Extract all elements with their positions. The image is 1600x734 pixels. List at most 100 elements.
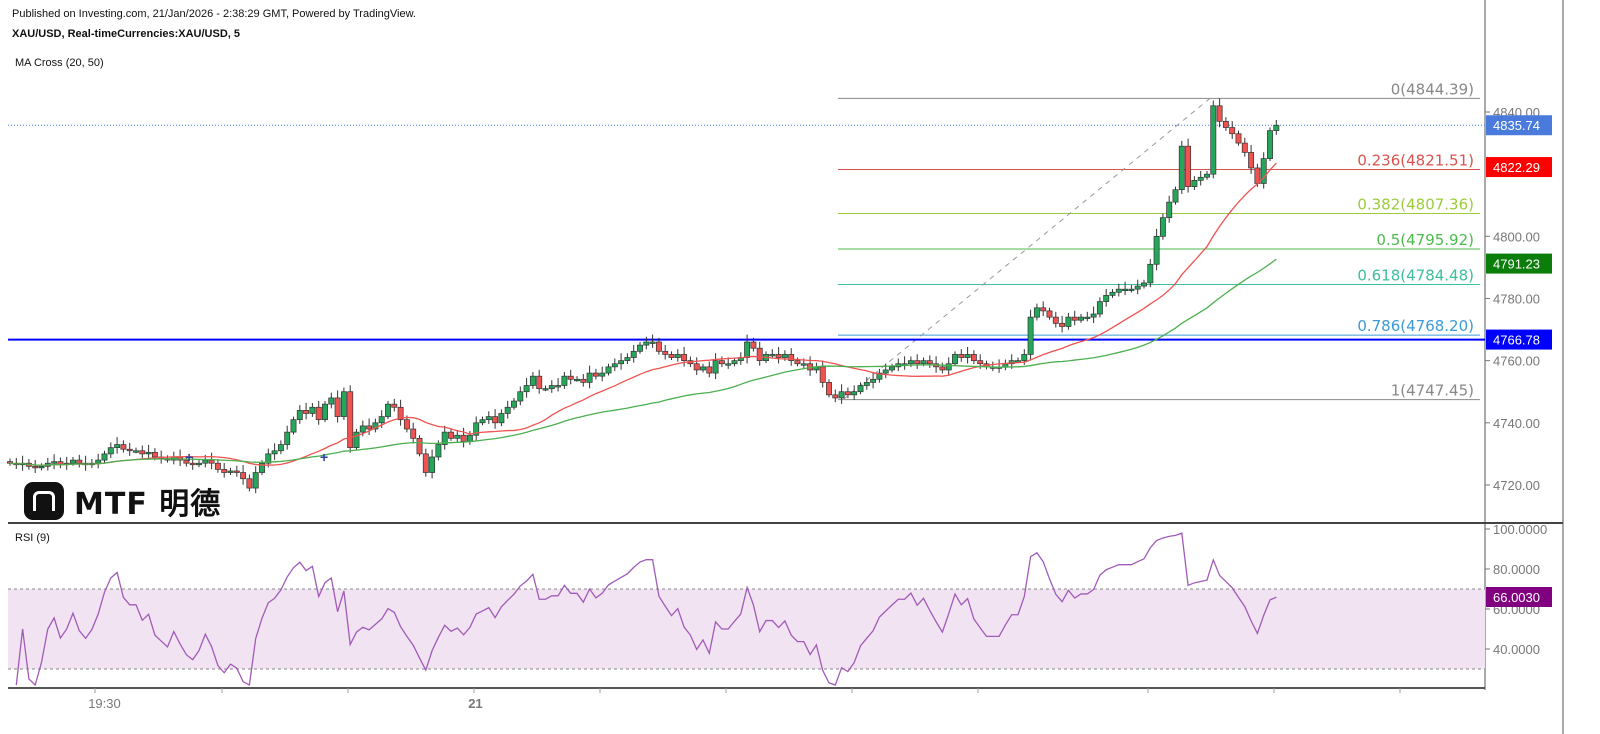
candle-body: [536, 375, 543, 389]
candle-body: [882, 369, 889, 374]
fib-level-label: 1(4747.45): [1391, 382, 1474, 400]
candle-body: [876, 372, 883, 380]
candle-body: [1229, 127, 1236, 135]
fib-level-label: 0.236(4821.51): [1357, 151, 1474, 169]
candle-body: [1197, 176, 1204, 181]
candle-body: [1147, 263, 1154, 284]
candle-body: [1204, 173, 1210, 178]
candle-body: [914, 360, 921, 365]
candle-body: [662, 350, 669, 355]
candle-body: [750, 341, 757, 349]
candle-body: [756, 347, 763, 361]
candle-body: [712, 360, 719, 374]
candle-body: [259, 462, 265, 473]
candle-body: [410, 428, 417, 439]
ma-cross-marker: +: [185, 449, 193, 465]
candle-body: [561, 375, 568, 386]
candle-body: [1103, 295, 1110, 302]
candle-body: [611, 363, 618, 368]
candle-body: [744, 341, 751, 358]
candle-body: [718, 360, 725, 365]
candle-body: [838, 391, 845, 399]
candle-body: [126, 448, 133, 452]
fib-level-label: 0.382(4807.36): [1357, 195, 1474, 213]
candle-body: [637, 344, 643, 352]
candle-body: [567, 375, 574, 380]
candle-body: [1141, 282, 1147, 287]
candle-body: [800, 363, 807, 366]
candle-body: [233, 470, 240, 473]
rsi-value-tag-bg: [1486, 586, 1552, 607]
rsi-tick-label: 40.0000: [1493, 642, 1540, 657]
candle-body: [1235, 133, 1242, 144]
candle-body: [340, 391, 347, 417]
candle-body: [353, 431, 360, 449]
candle-body: [592, 372, 599, 377]
candle-body: [1153, 235, 1160, 265]
candle-body: [926, 360, 933, 365]
symbol-title: XAU/USD, Real-timeCurrencies:XAU/USD, 5: [12, 28, 241, 40]
last-price-tag-bg: [1486, 115, 1552, 136]
candle-body: [586, 372, 593, 383]
rsi-tick-label: 100.0000: [1493, 522, 1547, 537]
candle-body: [630, 350, 637, 358]
candle-body: [202, 459, 209, 464]
candle-body: [1260, 158, 1267, 184]
candle-body: [788, 354, 795, 361]
candle-body: [769, 354, 776, 357]
candle-body: [555, 385, 562, 388]
candle-body: [1128, 288, 1135, 292]
candle-body: [844, 391, 851, 396]
y-tick-label: 4760.00: [1493, 354, 1540, 369]
candle-body: [1109, 291, 1116, 296]
candle-body: [246, 478, 253, 489]
indicator-label[interactable]: MA Cross (20, 50): [15, 57, 104, 69]
candle-body: [907, 360, 914, 365]
y-tick-label: 4800.00: [1493, 229, 1540, 244]
candle-body: [605, 366, 612, 374]
candle-body: [1065, 316, 1072, 327]
candle-body: [574, 378, 580, 382]
candle-body: [403, 419, 410, 430]
candle-body: [863, 382, 870, 386]
candle-body: [492, 416, 499, 424]
candle-body: [731, 360, 738, 365]
candle-body: [1090, 313, 1097, 318]
candle-body: [366, 425, 373, 430]
y-tick-label: 4720.00: [1493, 478, 1540, 493]
candle-body: [1248, 152, 1255, 169]
horizontal-line-tag: 4766.78: [1493, 333, 1540, 348]
candle-body: [1210, 105, 1217, 175]
candle-body: [857, 385, 864, 393]
candle-body: [826, 382, 832, 396]
candle-body: [334, 397, 341, 417]
candle-body: [1267, 130, 1273, 159]
fib-level-label: 0.5(4795.92): [1376, 231, 1474, 249]
candle-body: [183, 459, 190, 464]
candle-body: [498, 413, 505, 424]
candle-body: [1254, 167, 1261, 184]
candle-body: [70, 459, 76, 464]
candle-body: [958, 354, 965, 358]
y-tick-label: 4740.00: [1493, 416, 1540, 431]
candle-body: [284, 431, 291, 445]
candle-body: [1216, 105, 1223, 122]
candle-body: [120, 444, 127, 450]
candle-body: [139, 450, 146, 455]
candle-body: [668, 354, 675, 358]
candle-body: [114, 444, 121, 449]
candle-body: [832, 394, 839, 399]
candle-body: [529, 375, 536, 386]
candle-body: [359, 425, 366, 433]
rsi-value-tag: 66.0030: [1493, 590, 1540, 605]
candle-body: [624, 357, 631, 361]
candle-body: [416, 437, 423, 455]
logo-text: MTF 明德: [74, 487, 222, 522]
rsi-label[interactable]: RSI (9): [15, 532, 50, 544]
candle-body: [397, 406, 404, 421]
candle-body: [952, 354, 958, 365]
candle-body: [221, 469, 228, 473]
candle-body: [851, 391, 858, 396]
rsi-band: [8, 589, 1485, 669]
